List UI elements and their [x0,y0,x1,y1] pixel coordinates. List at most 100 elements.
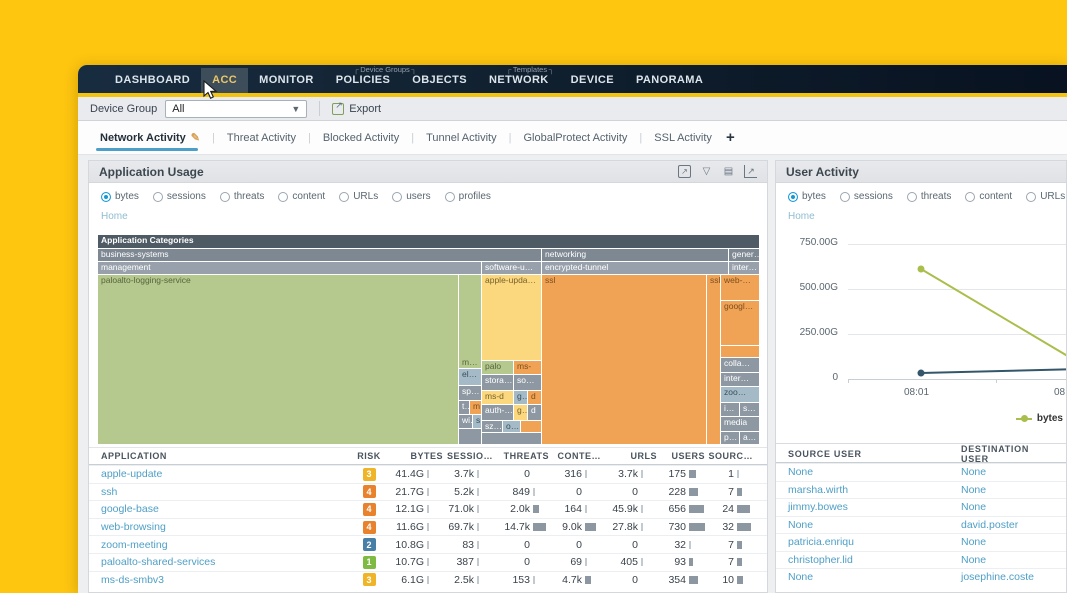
metric-radio-urls[interactable]: URLs [339,191,378,202]
metric-radio-profiles[interactable]: profiles [444,191,491,202]
user-link[interactable]: None [961,553,987,566]
treemap-cell-d[interactable]: d [528,391,541,404]
user-link[interactable]: None [961,483,987,496]
treemap-cell-i[interactable]: i… [721,403,739,416]
metric-radio-threats[interactable]: threats [906,191,951,202]
metric-radio-sessions[interactable]: sessions [152,191,206,202]
treemap-cell-ms[interactable]: ms- [514,361,541,374]
metric-radio-sessions[interactable]: sessions [839,191,893,202]
treemap-cell-p[interactable]: p… [721,432,739,444]
tab-blocked-activity[interactable]: Blocked Activity [319,132,403,144]
table-icon[interactable]: ▤ [723,166,734,177]
user-link[interactable]: None [961,501,987,514]
device-group-select[interactable]: All ▼ [165,99,308,118]
treemap-cell-sz[interactable]: sz… [482,421,502,432]
treemap-cell-a[interactable]: a… [740,432,759,444]
breadcrumb[interactable]: Home [788,211,815,222]
export-button[interactable]: Export [332,100,381,115]
treemap-cell-t[interactable]: t… [459,401,469,414]
tab-globalprotect-activity[interactable]: GlobalProtect Activity [519,132,631,144]
user-link[interactable]: None [961,536,987,549]
metric-radio-bytes[interactable]: bytes [788,191,826,202]
user-link[interactable]: None [788,571,814,584]
filter-icon[interactable]: ▽ [702,166,711,177]
metric-radio-content[interactable]: content [965,191,1012,202]
application-link[interactable]: google-base [101,503,159,516]
column-header-destination-user[interactable]: DESTINATION USER [961,444,1030,464]
metric-radio-threats[interactable]: threats [219,191,264,202]
treemap-cell[interactable] [482,433,541,444]
treemap-cell-gener[interactable]: gener… [729,249,759,261]
treemap-cell-auth[interactable]: auth-… [482,405,513,420]
user-link[interactable]: None [961,466,987,479]
column-header-risk[interactable]: RISK [357,451,381,461]
treemap-cell-s[interactable]: s… [740,403,759,416]
export-panel-icon[interactable]: ↗ [744,165,757,178]
treemap-cell-so[interactable]: so… [514,375,541,390]
metric-radio-bytes[interactable]: bytes [101,191,139,202]
nav-item-panorama[interactable]: PANORAMA [636,74,704,86]
treemap-cell-inter[interactable]: inter… [721,373,759,386]
treemap-cell-el[interactable]: el… [459,369,481,385]
treemap-cell-networking[interactable]: networking [542,249,728,261]
treemap-cell-software-u[interactable]: software-u… [482,262,541,274]
column-header-conte[interactable]: CONTE… [557,451,601,461]
column-header-urls[interactable]: URLS [630,451,657,461]
user-link[interactable]: None [788,466,814,479]
tab-network-activity[interactable]: Network Activity ✎ [96,131,204,144]
edit-pencil-icon[interactable]: ✎ [190,132,201,144]
treemap-cell-colla[interactable]: colla… [721,358,759,372]
treemap-cell-sp[interactable]: sp… [459,386,481,400]
metric-radio-urls[interactable]: URLs [1026,191,1065,202]
user-link[interactable]: None [788,518,814,531]
column-header-users[interactable]: USERS [671,451,705,461]
column-header-sessio[interactable]: SESSIO… [446,451,493,461]
treemap-cell-stora[interactable]: stora… [482,375,513,390]
treemap-cell-wi[interactable]: wi… [459,415,472,428]
treemap-cell-ssl[interactable]: ssl [542,275,706,444]
nav-item-policies[interactable]: POLICIES [335,74,391,86]
treemap-cell[interactable] [521,421,541,432]
user-link[interactable]: marsha.wirth [788,483,849,496]
nav-item-network[interactable]: NETWORK [489,74,549,86]
application-link[interactable]: paloalto-shared-services [101,556,216,569]
column-header-threats[interactable]: THREATS [503,451,549,461]
column-header-application[interactable]: APPLICATION [101,451,167,461]
nav-item-dashboard[interactable]: DASHBOARD [115,74,191,86]
treemap-cell-apple-upda[interactable]: apple-upda… [482,275,541,360]
user-link[interactable]: josephine.coste [961,571,1034,584]
breadcrumb[interactable]: Home [101,211,128,222]
treemap-cell-m[interactable]: m… [459,275,481,368]
treemap-cell-palo[interactable]: palo [482,361,513,374]
application-link[interactable]: web-browsing [101,521,166,534]
treemap-cell-application-categories[interactable]: Application Categories [98,235,759,248]
treemap-cell-s[interactable]: s [473,415,481,428]
application-link[interactable]: zoom-meeting [101,538,168,551]
user-link[interactable]: jimmy.bowes [788,501,848,514]
tab-tunnel-activity[interactable]: Tunnel Activity [422,132,501,144]
add-tab-button[interactable]: + [725,129,735,146]
column-header-sourc[interactable]: SOURC… [708,451,753,461]
treemap-cell-d[interactable]: d [528,405,541,420]
application-link[interactable]: apple-update [101,468,163,481]
treemap-cell-o[interactable]: o… [503,421,520,432]
application-link[interactable]: ssh [101,485,118,498]
treemap-cell-zoo[interactable]: zoo… [721,387,759,402]
column-header-source-user[interactable]: SOURCE USER [788,449,862,459]
application-link[interactable]: ms-ds-smbv3 [101,573,165,586]
user-link[interactable]: christopher.lid [788,553,853,566]
treemap-cell-googl[interactable]: googl… [721,301,759,345]
treemap-cell[interactable] [459,429,481,444]
treemap-cell-paloalto-logging-service[interactable]: paloalto-logging-service [98,275,458,444]
metric-radio-users[interactable]: users [392,191,431,202]
treemap-cell-business-systems[interactable]: business-systems [98,249,541,261]
treemap-cell-m[interactable]: m [470,401,481,414]
treemap-cell-ssh[interactable]: ssh [707,275,720,444]
treemap-cell-media[interactable]: media [721,417,759,431]
nav-item-device[interactable]: DEVICE [570,74,615,86]
treemap-cell-encrypted-tunnel[interactable]: encrypted-tunnel [542,262,728,274]
treemap-cell-web[interactable]: web-… [721,275,759,302]
user-link[interactable]: david.poster [961,518,1019,531]
user-link[interactable]: patricia.enriqu [788,536,854,549]
treemap-cell-g[interactable]: g… [514,405,527,420]
